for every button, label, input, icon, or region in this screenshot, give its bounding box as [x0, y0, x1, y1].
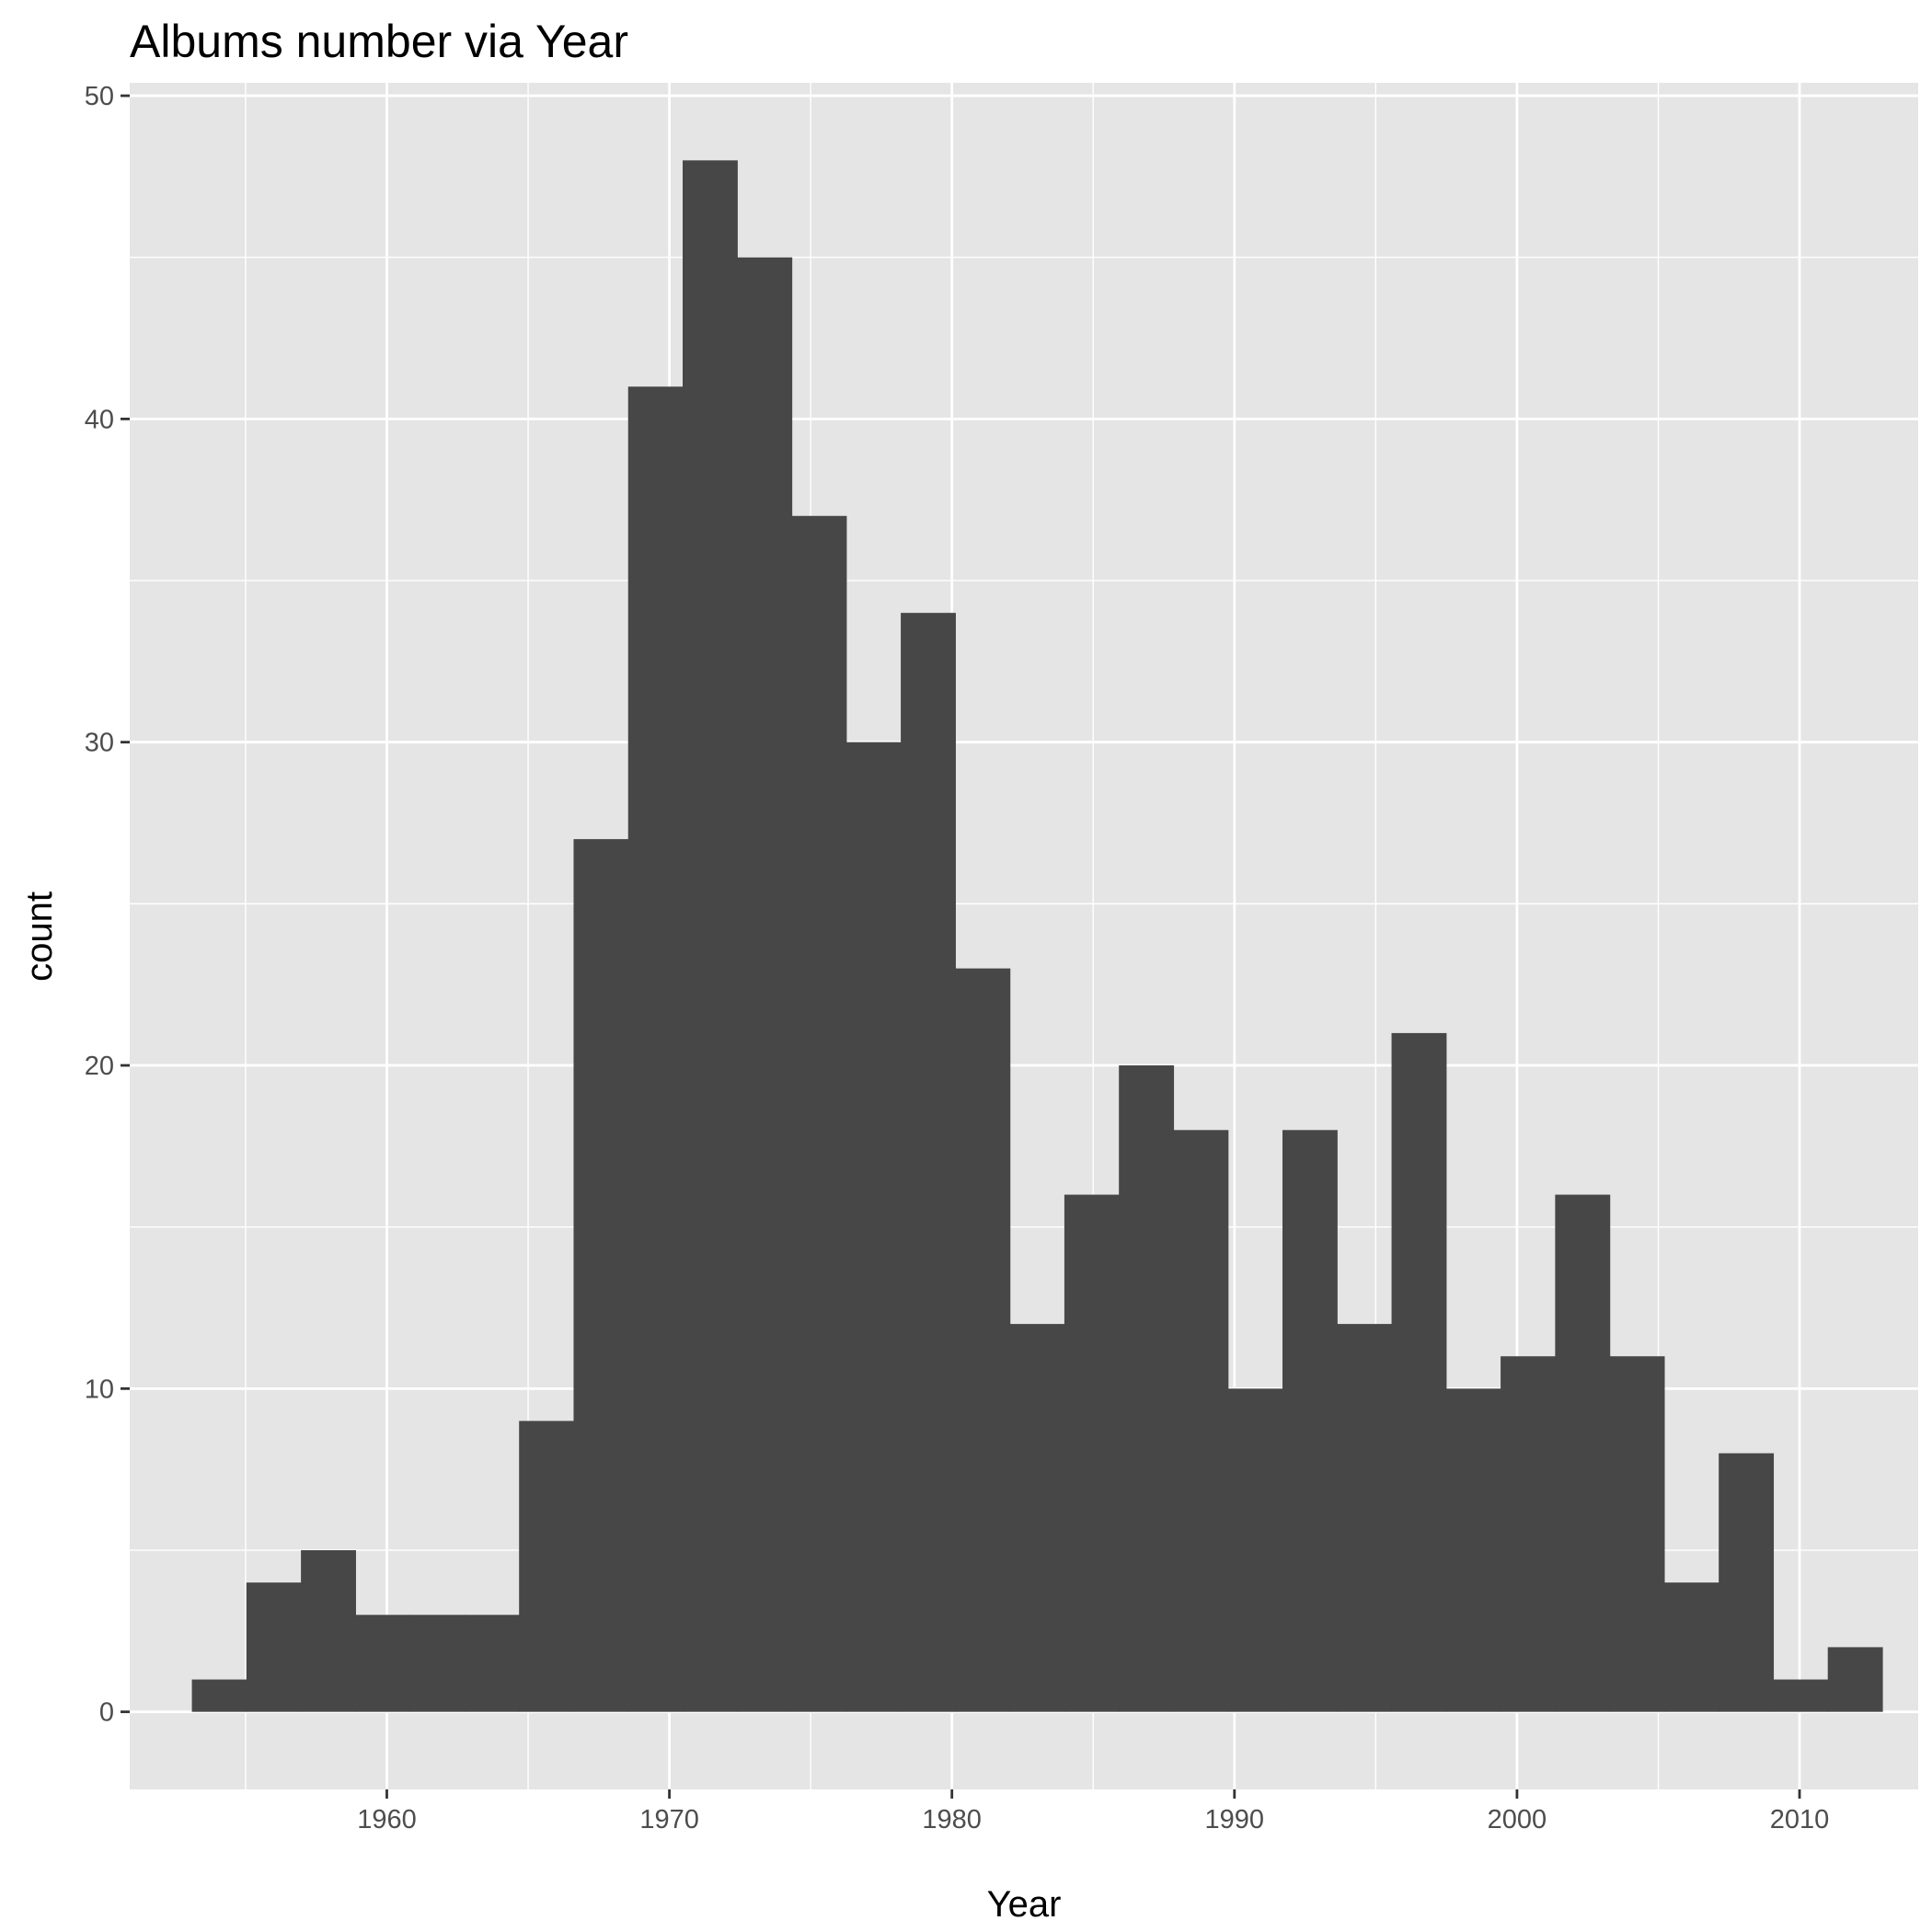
histogram-bar [683, 160, 738, 1712]
y-tick-label: 0 [99, 1698, 114, 1728]
histogram-bar [1064, 1194, 1120, 1712]
histogram-bar [519, 1420, 575, 1712]
y-axis-title: count [19, 891, 60, 982]
histogram-bar [1773, 1679, 1829, 1712]
histogram-bar [1827, 1647, 1883, 1712]
histogram-bar [409, 1615, 466, 1712]
histogram-bar [1119, 1065, 1175, 1712]
histogram-bar [1282, 1130, 1338, 1712]
y-axis: 0 10 20 30 40 50 [85, 82, 130, 1728]
x-tick-label: 2010 [1770, 1805, 1830, 1834]
histogram-bar [301, 1550, 356, 1712]
y-tick-label: 10 [85, 1374, 114, 1404]
histogram-bar [1555, 1194, 1611, 1712]
x-tick-label: 1990 [1205, 1805, 1265, 1834]
histogram-bar [1173, 1130, 1229, 1712]
histogram-bar [791, 515, 847, 1712]
y-tick-label: 40 [85, 405, 114, 434]
histogram-bar [1609, 1356, 1665, 1712]
x-tick-label: 1970 [639, 1805, 699, 1834]
histogram-bar [1501, 1356, 1556, 1712]
histogram-bar [737, 257, 793, 1712]
histogram-bar [246, 1582, 302, 1712]
histogram-bar [1009, 1324, 1065, 1712]
histogram-bar [1663, 1582, 1719, 1712]
histogram-bar [955, 968, 1011, 1712]
x-tick-label: 1960 [357, 1805, 417, 1834]
x-tick-label: 1980 [922, 1805, 982, 1834]
histogram-bar [1719, 1453, 1775, 1712]
histogram-bar [464, 1615, 520, 1712]
histogram-bar [1391, 1032, 1447, 1712]
x-axis-title: Year [987, 1884, 1062, 1925]
histogram-bar [573, 839, 629, 1712]
x-tick-label: 2000 [1488, 1805, 1547, 1834]
histogram-bar [191, 1679, 247, 1712]
histogram-bar [845, 742, 902, 1712]
histogram-bar [627, 386, 684, 1712]
histogram-bar [355, 1615, 411, 1712]
y-tick-label: 20 [85, 1052, 114, 1081]
y-tick-label: 30 [85, 729, 114, 758]
chart-title: Albums number via Year [130, 16, 628, 67]
histogram-bar [901, 613, 956, 1712]
histogram-bar [1227, 1388, 1283, 1712]
histogram-bars [191, 160, 1883, 1712]
histogram-bar [1445, 1388, 1501, 1712]
histogram-bar [1337, 1324, 1393, 1712]
y-tick-label: 50 [85, 82, 114, 111]
x-axis: 1960 1970 1980 1990 2000 2010 [357, 1789, 1829, 1834]
